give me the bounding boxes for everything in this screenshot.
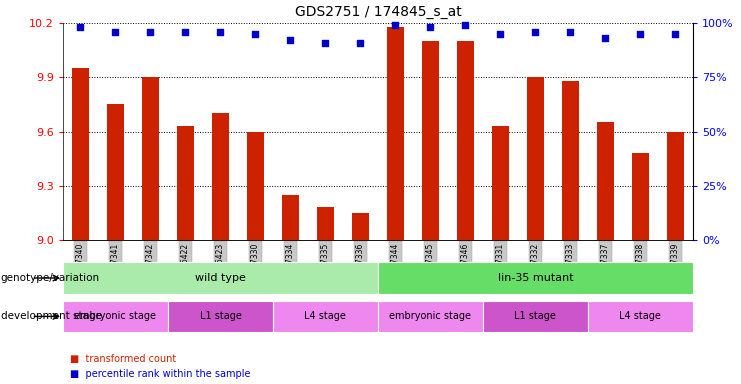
Point: [634, 31, 646, 37]
Text: wild type: wild type: [195, 273, 246, 283]
Bar: [378, 262, 693, 294]
Point: [319, 40, 331, 46]
Point: [110, 29, 122, 35]
Bar: [483, 301, 588, 332]
Text: L1 stage: L1 stage: [514, 311, 556, 321]
Bar: [491, 126, 509, 240]
Bar: [273, 195, 308, 240]
Bar: [518, 77, 553, 240]
Bar: [631, 153, 649, 240]
Bar: [133, 77, 168, 240]
Bar: [273, 301, 378, 332]
Bar: [168, 301, 273, 332]
Bar: [588, 301, 693, 332]
Text: ■  percentile rank within the sample: ■ percentile rank within the sample: [70, 369, 251, 379]
Point: [179, 29, 191, 35]
Text: ■  transformed count: ■ transformed count: [70, 354, 176, 364]
Point: [250, 31, 262, 37]
Point: [390, 22, 402, 28]
Bar: [422, 41, 439, 240]
Bar: [456, 41, 474, 240]
Point: [354, 40, 366, 46]
Bar: [98, 104, 133, 240]
Point: [494, 31, 506, 37]
Point: [144, 29, 156, 35]
Bar: [142, 77, 159, 240]
Bar: [527, 77, 544, 240]
Bar: [308, 207, 343, 240]
Point: [565, 29, 576, 35]
Title: GDS2751 / 174845_s_at: GDS2751 / 174845_s_at: [294, 5, 462, 19]
Bar: [483, 126, 518, 240]
Bar: [378, 301, 483, 332]
Text: lin-35 mutant: lin-35 mutant: [497, 273, 574, 283]
Bar: [176, 126, 194, 240]
Bar: [667, 131, 684, 240]
Bar: [343, 213, 378, 240]
Bar: [623, 153, 658, 240]
Text: genotype/variation: genotype/variation: [1, 273, 100, 283]
Text: embryonic stage: embryonic stage: [75, 311, 156, 321]
Text: L4 stage: L4 stage: [619, 311, 661, 321]
Point: [215, 29, 227, 35]
Bar: [413, 41, 448, 240]
Bar: [597, 122, 614, 240]
Bar: [107, 104, 124, 240]
Bar: [168, 126, 203, 240]
Bar: [352, 213, 369, 240]
Bar: [63, 68, 98, 240]
Point: [75, 24, 87, 30]
Text: L1 stage: L1 stage: [199, 311, 242, 321]
Bar: [588, 122, 623, 240]
Bar: [212, 113, 229, 240]
Bar: [247, 131, 265, 240]
Bar: [238, 131, 273, 240]
Bar: [658, 131, 693, 240]
Point: [425, 24, 436, 30]
Bar: [448, 41, 483, 240]
Point: [285, 37, 296, 43]
Point: [459, 22, 471, 28]
Point: [529, 29, 541, 35]
Text: L4 stage: L4 stage: [305, 311, 346, 321]
Bar: [316, 207, 334, 240]
Bar: [63, 262, 378, 294]
Bar: [63, 301, 168, 332]
Text: development stage: development stage: [1, 311, 102, 321]
Point: [599, 35, 611, 41]
Bar: [562, 81, 579, 240]
Point: [669, 31, 681, 37]
Bar: [378, 26, 413, 240]
Bar: [203, 113, 238, 240]
Text: embryonic stage: embryonic stage: [390, 311, 471, 321]
Bar: [282, 195, 299, 240]
Bar: [553, 81, 588, 240]
Bar: [387, 26, 404, 240]
Bar: [72, 68, 89, 240]
